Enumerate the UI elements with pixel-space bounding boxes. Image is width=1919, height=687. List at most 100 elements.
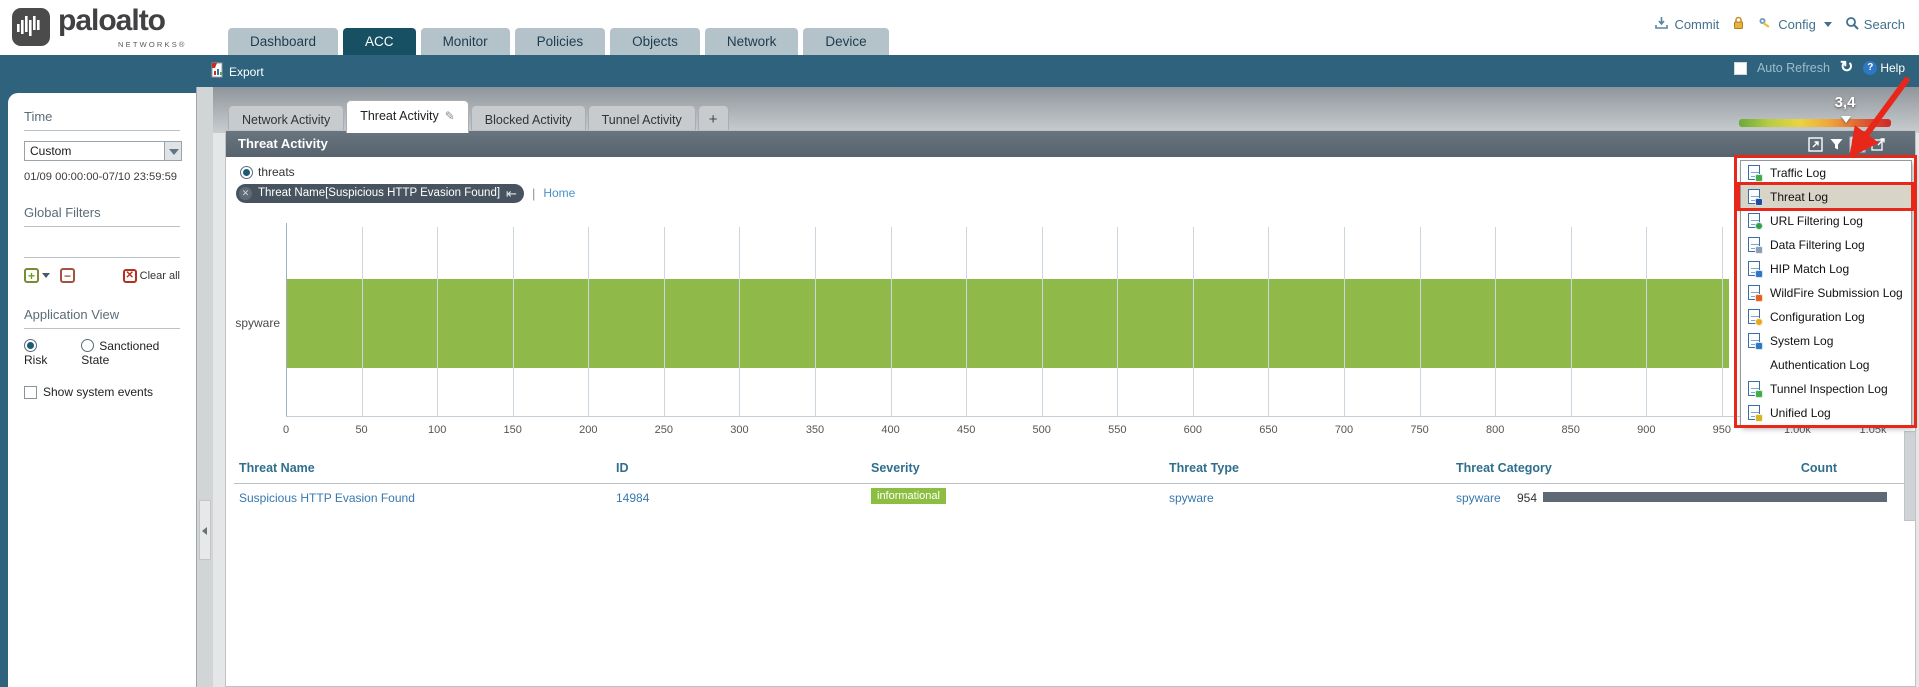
x-tick-label: 250 xyxy=(654,424,674,436)
time-select[interactable]: Custom xyxy=(24,141,182,161)
menu-item-authentication-log[interactable]: Authentication Log xyxy=(1741,353,1911,377)
filter-breadcrumb-row: ✕ Threat Name[Suspicious HTTP Evasion Fo… xyxy=(236,183,575,203)
global-filters-title: Global Filters xyxy=(24,205,101,220)
risk-marker-icon xyxy=(1841,116,1851,123)
menu-item-url-filtering-log[interactable]: URL Filtering Log xyxy=(1741,209,1911,233)
x-tick-label: 850 xyxy=(1561,424,1580,436)
lock-icon[interactable] xyxy=(1732,16,1745,33)
col-header-threat-category[interactable]: Threat Category xyxy=(1456,461,1552,475)
menu-item-tunnel-inspection-log[interactable]: Tunnel Inspection Log xyxy=(1741,377,1911,401)
export-button[interactable]: Export xyxy=(210,62,264,81)
nav-tab-policies[interactable]: Policies xyxy=(514,28,606,55)
y-axis-line xyxy=(286,223,287,416)
maximize-icon[interactable] xyxy=(1807,136,1824,153)
col-header-count[interactable]: Count xyxy=(1800,461,1837,475)
menu-item-traffic-log[interactable]: Traffic Log xyxy=(1741,161,1911,185)
show-system-events-checkbox-row[interactable]: Show system events xyxy=(24,385,180,399)
filter-funnel-icon[interactable] xyxy=(1828,136,1845,153)
config-caret-icon xyxy=(1823,22,1832,27)
gridline xyxy=(1495,227,1497,416)
menu-item-system-log[interactable]: System Log xyxy=(1741,329,1911,353)
logo-brand-text: paloalto xyxy=(58,4,166,37)
export-pdf-icon xyxy=(210,62,224,81)
nav-tab-monitor[interactable]: Monitor xyxy=(420,28,510,55)
x-tick-label: 650 xyxy=(1259,424,1278,436)
menu-item-unified-log[interactable]: Unified Log xyxy=(1741,401,1911,425)
threats-radio[interactable]: threats xyxy=(240,165,295,179)
nav-tab-acc[interactable]: ACC xyxy=(343,28,416,55)
add-filter-caret-icon[interactable] xyxy=(42,273,50,278)
add-tab-button[interactable]: + xyxy=(697,105,729,133)
remove-filter-x-icon[interactable]: ✕ xyxy=(239,186,252,200)
cell-threat-name-link[interactable]: Suspicious HTTP Evasion Found xyxy=(239,491,415,505)
help-button[interactable]: ? Help xyxy=(1863,61,1905,75)
refresh-icon[interactable]: ↻ xyxy=(1839,59,1854,76)
radio-selected-icon xyxy=(24,339,37,352)
x-tick-label: 300 xyxy=(730,424,749,436)
auto-refresh-checkbox[interactable] xyxy=(1733,61,1747,75)
add-filter-button[interactable]: + xyxy=(24,268,39,283)
nav-tab-dashboard[interactable]: Dashboard xyxy=(228,28,339,55)
cell-threat-category-link[interactable]: spyware xyxy=(1456,491,1501,505)
sidebar-collapse-handle[interactable] xyxy=(199,500,211,560)
x-tick-label: 750 xyxy=(1410,424,1429,436)
nav-tab-device[interactable]: Device xyxy=(803,28,889,55)
application-view-title: Application View xyxy=(24,307,120,322)
x-tick-label: 600 xyxy=(1183,424,1203,436)
nav-tab-objects[interactable]: Objects xyxy=(610,28,700,55)
radio-selected-icon xyxy=(240,165,253,179)
config-icon xyxy=(1758,16,1773,33)
cell-threat-type-link[interactable]: spyware xyxy=(1169,491,1214,505)
x-tick-label: 550 xyxy=(1108,424,1127,436)
gridline xyxy=(1117,227,1119,416)
gridline xyxy=(1268,227,1270,416)
menu-item-data-filtering-log[interactable]: Data Filtering Log xyxy=(1741,233,1911,257)
menu-item-hip-match-log[interactable]: HIP Match Log xyxy=(1741,257,1911,281)
config-menu-button[interactable]: Config xyxy=(1758,16,1832,33)
search-icon xyxy=(1845,16,1859,33)
traffic-log-icon xyxy=(1747,165,1763,182)
tab-network-activity[interactable]: Network Activity xyxy=(228,105,345,133)
active-filter-pill[interactable]: ✕ Threat Name[Suspicious HTTP Evasion Fo… xyxy=(236,183,524,203)
clear-all-button[interactable]: ✕ Clear all xyxy=(122,268,180,283)
gridline xyxy=(588,227,590,416)
menu-item-threat-log[interactable]: Threat Log xyxy=(1741,185,1911,209)
col-header-threat-type[interactable]: Threat Type xyxy=(1169,461,1239,475)
menu-item-configuration-log[interactable]: Configuration Log xyxy=(1741,305,1911,329)
sanctioned-state-radio[interactable]: Sanctioned State xyxy=(81,339,160,367)
apply-filter-arrow-icon[interactable]: ⇤ xyxy=(506,185,517,201)
export-detail-icon[interactable] xyxy=(1870,136,1887,153)
log-list-icon[interactable] xyxy=(1849,136,1866,153)
gridline xyxy=(437,227,439,416)
panel-title: Threat Activity xyxy=(238,136,328,151)
x-tick-label: 350 xyxy=(805,424,825,436)
y-category-label: spyware xyxy=(235,316,280,330)
x-tick-label: 400 xyxy=(881,424,900,436)
x-tick-label: 800 xyxy=(1485,424,1505,436)
cell-id-link[interactable]: 14984 xyxy=(616,491,650,505)
col-header-threat-name[interactable]: Threat Name xyxy=(239,461,315,475)
col-header-id[interactable]: ID xyxy=(616,461,629,475)
risk-radio[interactable]: Risk xyxy=(24,339,61,367)
vertical-scrollbar[interactable] xyxy=(1904,431,1916,521)
col-header-severity[interactable]: Severity xyxy=(871,461,920,475)
tab-tunnel-activity[interactable]: Tunnel Activity xyxy=(587,105,696,133)
remove-filter-button[interactable]: − xyxy=(60,268,75,283)
threats-bar-chart: spyware 0 50 100 150 200 250 300 350 400 450 500 55… xyxy=(226,131,1917,687)
tab-blocked-activity[interactable]: Blocked Activity xyxy=(470,105,586,133)
home-link[interactable]: Home xyxy=(543,186,576,200)
jump-to-logs-menu: Traffic Log Threat Log URL Filtering Log… xyxy=(1740,160,1912,426)
risk-gradient-meter xyxy=(1739,119,1891,127)
sidebar-splitter[interactable] xyxy=(196,87,213,687)
time-select-dropdown-button[interactable] xyxy=(164,141,182,161)
data-filtering-log-icon xyxy=(1747,237,1763,254)
menu-item-wildfire-submission-log[interactable]: WildFire Submission Log xyxy=(1741,281,1911,305)
search-button[interactable]: Search xyxy=(1845,16,1905,33)
edit-pencil-icon[interactable]: ✎ xyxy=(444,109,455,123)
nav-tab-network[interactable]: Network xyxy=(704,28,799,55)
spyware-bar[interactable] xyxy=(287,279,1729,368)
panel-header: Threat Activity xyxy=(226,131,1915,157)
tab-threat-activity[interactable]: Threat Activity ✎ xyxy=(346,100,469,133)
commit-button[interactable]: Commit xyxy=(1654,16,1719,33)
gridline xyxy=(1419,227,1421,416)
